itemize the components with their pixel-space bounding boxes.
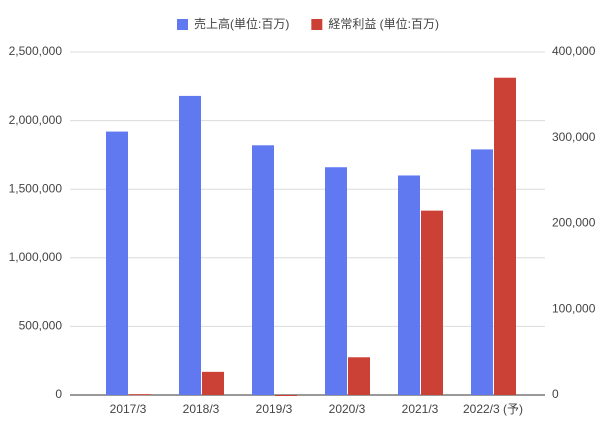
bar	[398, 175, 420, 395]
bar	[348, 357, 370, 395]
bar	[494, 77, 516, 395]
y2-tick-label: 0	[552, 387, 559, 401]
bar	[275, 395, 297, 396]
bar	[471, 149, 493, 395]
x-tick-label: 2020/3	[329, 402, 366, 416]
bar	[325, 167, 347, 395]
y2-tick-label: 400,000	[552, 44, 596, 58]
x-tick-label: 2018/3	[183, 402, 220, 416]
x-tick-label: 2022/3 (予)	[463, 402, 523, 416]
y-tick-label: 0	[55, 387, 62, 401]
legend-swatch	[311, 19, 323, 30]
y-tick-label: 1,500,000	[9, 181, 63, 195]
legend-label: 売上高(単位:百万)	[194, 16, 289, 31]
y2-tick-label: 300,000	[552, 130, 596, 144]
y-tick-label: 2,000,000	[9, 113, 63, 127]
x-tick-label: 2017/3	[110, 402, 147, 416]
bar	[179, 95, 201, 396]
y2-tick-label: 200,000	[552, 216, 596, 230]
y-tick-label: 500,000	[19, 319, 63, 333]
y-tick-label: 2,500,000	[9, 44, 63, 58]
x-tick-label: 2019/3	[256, 402, 293, 416]
y-tick-label: 1,000,000	[9, 250, 63, 264]
legend-label: 経常利益 (単位:百万)	[328, 16, 439, 31]
bar	[106, 131, 128, 396]
bar	[202, 371, 224, 395]
bar	[421, 210, 443, 395]
y2-tick-label: 100,000	[552, 301, 596, 315]
x-tick-label: 2021/3	[402, 402, 439, 416]
bar	[252, 145, 274, 395]
bar	[129, 394, 151, 396]
legend-swatch	[177, 19, 188, 30]
